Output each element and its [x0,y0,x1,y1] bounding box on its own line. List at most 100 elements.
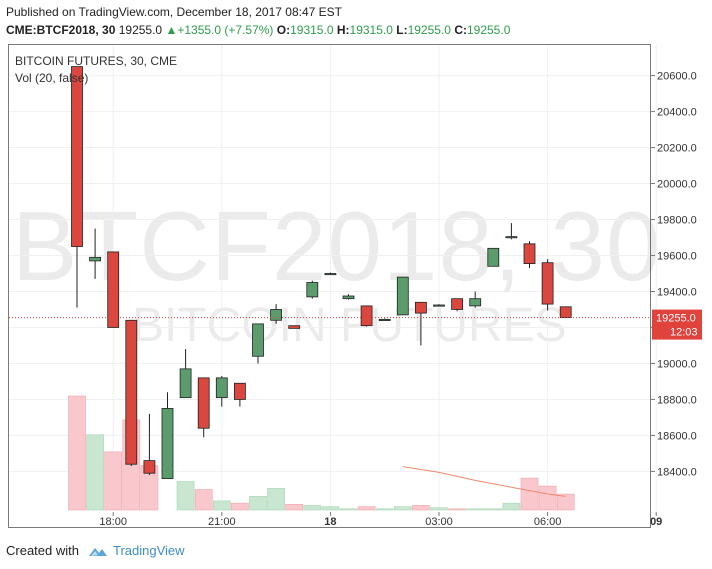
candle-body [378,318,391,321]
watermark-name: BITCOIN FUTURES [132,299,567,352]
close-value: 19255.0 [466,23,511,37]
candle-body [252,323,264,357]
volume-bar [484,508,503,511]
candle[interactable] [288,325,301,329]
low-label: L: [396,23,408,37]
y-tick-label: 19400.0 [657,286,697,298]
y-tick-label: 20400.0 [657,107,697,119]
price-tag-bg [652,309,702,340]
candle[interactable] [324,272,337,276]
open-value: 19315.0 [290,23,334,37]
candle[interactable] [215,376,228,407]
candle[interactable] [252,323,264,364]
candle-body [360,305,373,327]
y-tick-label: 20600.0 [657,71,697,83]
candle[interactable] [161,392,174,480]
candle[interactable] [469,291,482,308]
candle-body [71,66,83,247]
candle[interactable] [342,294,355,300]
candle-body [451,298,464,310]
volume-bar [357,506,376,511]
candle[interactable] [125,319,138,467]
volume-bar [68,395,86,511]
candle[interactable] [270,304,283,324]
y-tick-label: 18400.0 [657,466,697,478]
candle-body [215,377,228,399]
volume-bar [231,502,249,511]
published-line: Published on TradingView.com, December 1… [6,5,342,19]
candle[interactable] [143,413,156,476]
volume-bar [249,496,267,511]
candle-body [125,319,138,465]
candle-body [541,262,554,305]
y-tick-label: 18800.0 [657,394,697,406]
y-tick-label: 20200.0 [657,143,697,155]
candle[interactable] [360,305,373,327]
volume-bar [538,485,557,511]
candle[interactable] [306,280,319,299]
candle-body [107,251,120,328]
symbol-label: CME:BTCF2018, 30 [6,23,116,37]
candle-body [487,247,500,267]
close-label: C: [454,23,467,37]
volume-bar [556,493,575,511]
candle[interactable] [378,318,391,321]
candle[interactable] [505,223,518,240]
y-tick-label: 20000.0 [657,179,697,191]
chart-legend-title: BITCOIN FUTURES, 30, CME [15,54,178,68]
candle[interactable] [197,377,210,438]
volume-bar [412,505,430,511]
candle-body [559,306,572,318]
x-tick-label: 03:00 [425,516,453,528]
change-value: +1355.0 (+7.57%) [177,23,274,37]
candle[interactable] [414,301,427,346]
volume-bar [502,502,521,511]
tradingview-link[interactable]: TradingView [112,543,185,558]
y-tick-label: 18600.0 [657,430,697,442]
candle[interactable] [541,259,554,311]
volume-bar [176,481,195,511]
volume-bar [375,508,394,511]
candle[interactable] [179,349,192,399]
volume-bar [194,489,213,511]
volume-bar [339,508,358,511]
candle[interactable] [89,228,101,279]
candle[interactable] [71,66,83,308]
candle-body [469,298,482,307]
volume-bar [448,508,466,511]
candle[interactable] [451,298,464,312]
candle-body [414,301,427,314]
candle[interactable] [523,241,536,269]
candle[interactable] [107,251,120,328]
high-value: 19315.0 [349,23,393,37]
candle-body [161,408,174,480]
price-tag: 19255.0 12:03 [652,309,702,340]
candle-body [197,377,210,429]
candle-body [270,309,283,321]
candle[interactable] [559,306,572,318]
tradingview-cloud-icon[interactable] [87,544,109,558]
volume-bar [303,505,322,511]
candle[interactable] [487,247,500,267]
candle-body [306,282,319,298]
volume-bar [393,506,412,511]
candle[interactable] [433,304,445,307]
volume-bar [267,488,285,511]
volume-legend: Vol (20, false) [15,71,89,85]
candle-body [89,256,101,262]
high-label: H: [336,23,350,37]
up-arrow-icon: ▲ [165,23,178,37]
candle-body [396,276,409,316]
candle-body [288,325,301,329]
volume-bar [466,508,485,511]
candle[interactable] [396,276,409,316]
volume-ma-line [402,466,566,497]
last-price: 19255.0 [118,23,163,37]
low-value: 19255.0 [407,23,451,37]
y-tick-label: 19600.0 [657,251,697,263]
volume-bar [285,503,304,511]
candle[interactable] [233,382,246,407]
volume-bar [321,506,340,511]
volume-bar [430,507,448,511]
